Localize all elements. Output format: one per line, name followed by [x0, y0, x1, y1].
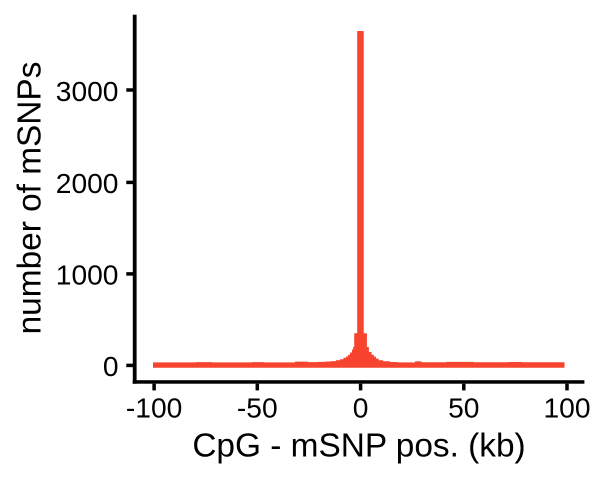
- svg-text:50: 50: [448, 392, 479, 424]
- svg-text:0: 0: [103, 350, 119, 382]
- svg-text:-100: -100: [126, 392, 182, 424]
- svg-text:CpG - mSNP pos. (kb): CpG - mSNP pos. (kb): [192, 428, 525, 465]
- svg-text:number of mSNPs: number of mSNPs: [12, 62, 49, 335]
- svg-text:0: 0: [353, 392, 369, 424]
- svg-text:3000: 3000: [56, 75, 119, 107]
- svg-text:1000: 1000: [56, 259, 119, 291]
- svg-text:-50: -50: [237, 392, 278, 424]
- svg-text:100: 100: [543, 392, 590, 424]
- svg-text:2000: 2000: [56, 167, 119, 199]
